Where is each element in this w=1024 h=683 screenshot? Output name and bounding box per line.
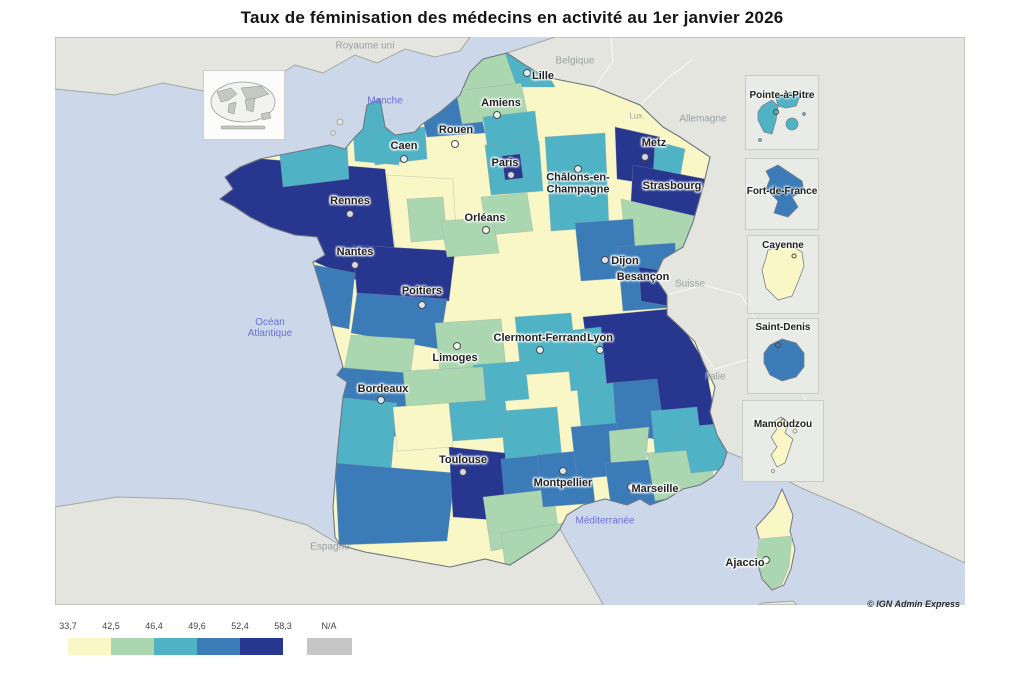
inset-label-saint-denis: Saint-Denis	[755, 322, 811, 333]
city-marker-poitiers	[418, 301, 426, 309]
city-marker-metz	[641, 153, 649, 161]
city-label-montpellier: Montpellier	[533, 477, 593, 489]
city-label-strasbourg: Strasbourg	[642, 180, 702, 192]
city-label-lyon: Lyon	[587, 332, 613, 344]
city-marker-strasbourg	[688, 183, 696, 191]
city-marker-dijon	[601, 256, 609, 264]
inset-label-fort-de-france: Fort-de-France	[746, 186, 818, 197]
page-title: Taux de féminisation des médecins en act…	[240, 8, 784, 27]
legend-swatch-1	[111, 638, 154, 655]
city-marker-nantes	[351, 261, 359, 269]
legend-swatch-3	[197, 638, 240, 655]
city-marker-montpellier	[559, 467, 567, 475]
legend-break-1: 42,5	[102, 621, 120, 631]
city-label-orleans: Orléans	[464, 212, 506, 224]
city-label-caen: Caen	[390, 140, 418, 152]
city-label-dijon: Dijon	[611, 255, 639, 267]
inset-saint-denis: Saint-Denis	[747, 318, 819, 394]
country-label-royaume-uni: Royaume uni	[335, 40, 395, 52]
city-label-bordeaux: Bordeaux	[357, 383, 409, 395]
country-label-espagne: Espagne	[310, 541, 350, 553]
country-border	[594, 37, 614, 88]
france-choropleth-map: Pointe-à-Pitre Fort-de-France Cayenne Sa…	[55, 37, 965, 605]
city-label-limoges: Limoges	[432, 352, 478, 364]
city-marker-amiens	[493, 111, 501, 119]
channel-island	[336, 118, 344, 126]
city-marker-limoges	[453, 342, 461, 350]
city-marker-lyon	[596, 346, 604, 354]
legend-swatch-4	[240, 638, 283, 655]
city-label-paris: Paris	[491, 157, 519, 169]
legend-break-2: 46,4	[145, 621, 163, 631]
country-border	[639, 58, 694, 106]
city-marker-bordeaux	[377, 396, 385, 404]
city-label-toulouse: Toulouse	[438, 454, 488, 466]
sea-label-ocean-atlantique: Océan Atlantique	[247, 317, 293, 339]
city-label-besancon: Besançon	[616, 271, 670, 283]
legend-break-0: 33,7	[59, 621, 77, 631]
city-marker-lille	[523, 69, 531, 77]
city-label-chalons-en-champagne: Châlons-en-Champagne	[546, 171, 610, 195]
inset-mamoudzou: Mamoudzou	[742, 400, 824, 482]
country-label-lux-: Lux.	[629, 111, 645, 121]
inset-fort-de-france: Fort-de-France	[745, 158, 819, 230]
inset-pointe-a-pitre: Pointe-à-Pitre	[745, 75, 819, 150]
city-marker-besancon	[617, 273, 625, 281]
city-label-metz: Metz	[641, 137, 667, 149]
inset-label-cayenne: Cayenne	[762, 240, 804, 251]
inset-cayenne: Cayenne	[747, 235, 819, 314]
sea-label-manche: Manche	[367, 95, 403, 107]
city-label-clermont-ferrand: Clermont-Ferrand	[493, 332, 587, 344]
channel-island	[330, 130, 336, 136]
city-marker-rennes	[346, 210, 354, 218]
legend-break-5: 58,3	[274, 621, 292, 631]
city-marker-ajaccio	[762, 556, 770, 564]
city-marker-caen	[400, 155, 408, 163]
sea-label-mediterranee: Méditerranée	[575, 515, 635, 527]
legend-swatch-na	[307, 638, 352, 655]
map-attribution: © IGN Admin Express	[867, 599, 960, 609]
city-label-rennes: Rennes	[330, 195, 370, 207]
city-label-amiens: Amiens	[481, 97, 521, 109]
legend-break-4: 52,4	[231, 621, 249, 631]
world-map-icon	[210, 81, 276, 130]
city-marker-chalons-en-champagne	[574, 165, 582, 173]
country-label-belgique: Belgique	[555, 55, 595, 67]
city-label-nantes: Nantes	[336, 246, 374, 258]
city-marker-paris	[507, 171, 515, 179]
city-marker-orleans	[482, 226, 490, 234]
inset-label-mamoudzou: Mamoudzou	[753, 419, 813, 430]
sardinia-landmass	[758, 600, 798, 605]
corsica	[755, 487, 796, 591]
department-patches	[220, 53, 727, 567]
city-marker-rouen	[451, 140, 459, 148]
city-marker-clermont-ferrand	[536, 346, 544, 354]
legend-break-3: 49,6	[188, 621, 206, 631]
legend-swatch-2	[154, 638, 197, 655]
city-marker-toulouse	[459, 468, 467, 476]
city-marker-marseille	[627, 483, 635, 491]
inset-label-pointe-a-pitre: Pointe-à-Pitre	[749, 90, 815, 101]
map-canvas	[55, 37, 965, 605]
city-label-lille: Lille	[531, 70, 555, 82]
city-label-ajaccio: Ajaccio	[725, 557, 765, 569]
legend-swatch-0	[68, 638, 111, 655]
city-label-rouen: Rouen	[438, 124, 474, 136]
legend: 33,7 42,5 46,4 49,6 52,4 58,3 N/A	[59, 621, 388, 661]
world-locator-inset	[203, 70, 285, 140]
country-label-allemagne: Allemagne	[679, 113, 727, 125]
country-label-suisse: Suisse	[674, 278, 706, 290]
country-label-italie: Italie	[704, 371, 726, 383]
city-label-marseille: Marseille	[631, 483, 679, 495]
legend-label-na: N/A	[321, 621, 337, 631]
city-label-poitiers: Poitiers	[401, 285, 443, 297]
